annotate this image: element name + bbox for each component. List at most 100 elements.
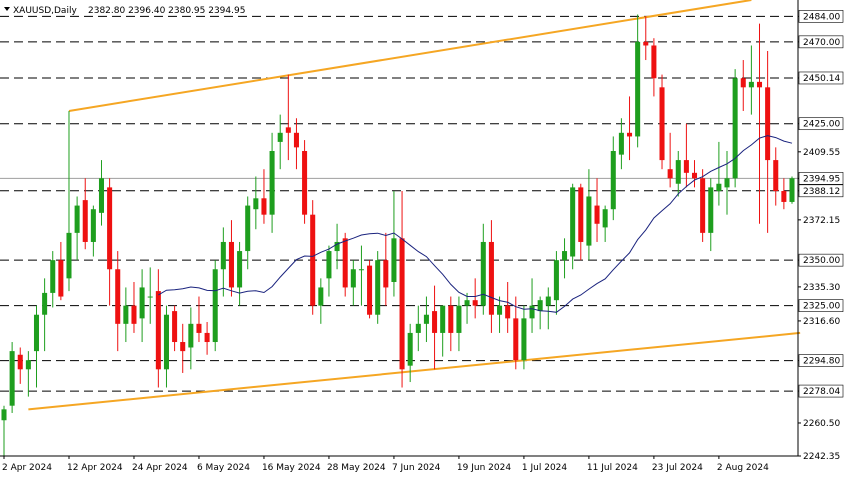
current-price-label-text: 2394.95 xyxy=(803,174,840,184)
candle xyxy=(139,269,145,343)
chart-header: XAUUSD,Daily 2382.80 2396.40 2380.95 239… xyxy=(4,6,245,16)
x-tick-label: 6 May 2024 xyxy=(197,463,250,473)
level-label-text: 2470.00 xyxy=(803,38,840,48)
level-label-text: 2325.00 xyxy=(803,302,840,312)
candle-body xyxy=(367,265,373,315)
level-label: 2294.80 xyxy=(798,354,844,367)
candle xyxy=(163,305,169,388)
candle xyxy=(521,305,527,370)
level-label: 2278.04 xyxy=(798,384,844,398)
candle xyxy=(594,178,600,242)
x-tick-label: 2 Apr 2024 xyxy=(2,463,52,473)
candle-body xyxy=(269,150,275,215)
candle xyxy=(464,292,470,324)
candle xyxy=(480,223,486,315)
candle xyxy=(708,178,714,252)
dropdown-arrow-icon[interactable] xyxy=(4,7,10,11)
candle-body xyxy=(594,205,600,224)
candle-body xyxy=(683,160,689,173)
candle xyxy=(691,160,698,188)
candle-body xyxy=(399,238,405,370)
candle xyxy=(399,191,405,388)
candle-body xyxy=(74,205,80,233)
level-label-text: 2484.00 xyxy=(803,12,840,22)
candle-body xyxy=(529,305,535,319)
candle xyxy=(391,191,397,297)
candle xyxy=(293,118,299,170)
candle-body xyxy=(521,318,527,361)
candle xyxy=(513,296,519,370)
candle xyxy=(58,241,64,301)
candle-body xyxy=(66,232,72,279)
candle xyxy=(155,269,161,388)
candle xyxy=(82,178,88,250)
candle xyxy=(383,232,389,306)
candle-body xyxy=(277,132,283,142)
y-tick-label: 2316.60 xyxy=(803,317,840,327)
candle xyxy=(683,123,689,188)
candle-body xyxy=(562,251,568,261)
candle-body xyxy=(456,305,462,333)
candle xyxy=(9,342,15,413)
level-label: 2470.00 xyxy=(798,35,844,49)
candle-body xyxy=(497,305,503,315)
candle-body xyxy=(123,305,129,324)
candle-body xyxy=(765,87,771,161)
candle-body xyxy=(383,260,389,288)
candle xyxy=(220,227,226,297)
level-label-text: 2278.04 xyxy=(803,387,840,397)
candle xyxy=(180,323,186,373)
candle-body xyxy=(675,160,681,184)
level-label-text: 2450.14 xyxy=(803,74,840,84)
candle-body xyxy=(98,178,105,213)
candle-body xyxy=(350,269,356,288)
candle-body xyxy=(220,241,226,270)
candle-body xyxy=(578,187,584,242)
level-label-text: 2388.12 xyxy=(803,187,840,197)
candle-body xyxy=(464,300,470,306)
candle xyxy=(123,287,129,343)
candle xyxy=(25,351,31,397)
candle-body xyxy=(310,214,316,306)
candle-body xyxy=(50,260,56,293)
level-labels: 2484.00 2470.00 2450.14 2425.00 2388.12 2350.… xyxy=(798,10,844,398)
candle-body xyxy=(667,169,673,179)
candle xyxy=(643,16,649,61)
candle-body xyxy=(302,150,308,215)
candle-body xyxy=(58,260,64,297)
candle xyxy=(302,140,308,224)
candle xyxy=(700,169,706,242)
candle xyxy=(172,305,178,352)
candle-body xyxy=(212,269,218,343)
candle xyxy=(553,251,559,315)
candle-body xyxy=(42,292,48,315)
x-tick-label: 23 Jul 2024 xyxy=(652,463,703,473)
candle-body xyxy=(139,287,145,319)
candle xyxy=(618,118,624,170)
level-label-box xyxy=(798,10,844,23)
candle-body xyxy=(358,269,364,271)
level-label-box xyxy=(798,184,844,198)
level-label: 2388.12 xyxy=(798,184,844,198)
y-tick-label: 2242.35 xyxy=(803,452,840,462)
candle-body xyxy=(553,260,559,301)
candle xyxy=(228,220,234,297)
ohlc-label: 2382.80 2396.40 2380.95 2394.95 xyxy=(88,6,245,16)
candle-body xyxy=(228,241,234,288)
candle xyxy=(253,176,259,230)
moving-average xyxy=(158,135,793,313)
candle xyxy=(789,176,795,204)
candle-body xyxy=(708,187,714,233)
x-tick-label: 7 Jun 2024 xyxy=(392,463,441,473)
y-tick-label: 2335.30 xyxy=(803,283,840,293)
x-tick-label: 16 May 2024 xyxy=(262,463,321,473)
candle xyxy=(237,241,243,306)
candle xyxy=(98,160,105,226)
candle xyxy=(66,110,72,292)
moving-average-line xyxy=(158,135,793,313)
candle xyxy=(334,223,340,270)
candle-body xyxy=(513,318,519,361)
level-label-box xyxy=(798,253,844,267)
